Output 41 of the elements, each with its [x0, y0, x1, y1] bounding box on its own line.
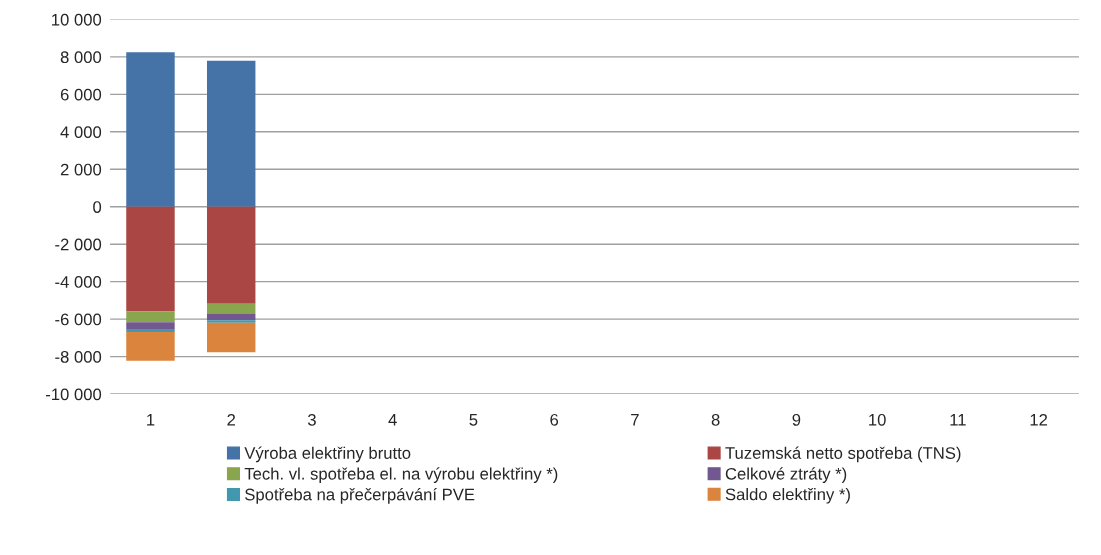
- x-tick-label: 3: [307, 413, 316, 426]
- y-tick-label: 2 000: [60, 163, 102, 176]
- x-tick-label: 6: [550, 413, 559, 426]
- x-tick-label: 2: [227, 413, 236, 426]
- y-tick-label: -4 000: [55, 276, 102, 288]
- y-tick-label: -6 000: [55, 313, 102, 326]
- x-tick-label: 8: [711, 413, 720, 426]
- x-tick-label: 11: [950, 414, 966, 426]
- y-tick-label: 0: [93, 201, 102, 213]
- x-tick-label: 5: [469, 414, 478, 426]
- bar: [126, 206, 175, 312]
- bar: [126, 311, 175, 323]
- bar: [126, 329, 175, 333]
- y-tick-label: 10 000: [52, 13, 102, 26]
- legend-label: Spotřeba na přečerpávání PVE: [245, 487, 475, 504]
- legend-label: Saldo elektřiny *): [725, 487, 850, 504]
- bar: [206, 322, 256, 353]
- y-tick-label: -8 000: [55, 350, 102, 363]
- y-tick-label: -2 000: [55, 238, 102, 251]
- bar: [126, 322, 175, 330]
- legend-label: Tuzemská netto spotřeba (TNS): [725, 446, 961, 463]
- y-tick-label: 4 000: [60, 126, 102, 139]
- bar: [206, 60, 256, 207]
- bar: [126, 332, 175, 361]
- x-tick-label: 9: [792, 413, 801, 426]
- x-tick-label: 4: [388, 414, 397, 426]
- legend-label: Celkové ztráty *): [725, 467, 847, 483]
- legend-label: Tech. vl. spotřeba el. na výrobu elektřiny *): [244, 467, 558, 483]
- y-tick-label: 6 000: [60, 88, 102, 101]
- bar: [206, 206, 256, 304]
- bar: [206, 320, 256, 323]
- x-tick-label: 12: [1030, 413, 1048, 426]
- legend-label: Výroba elektřiny brutto: [244, 446, 411, 463]
- x-tick-label: 10: [869, 413, 886, 426]
- bar: [126, 52, 175, 207]
- y-tick-label: -10 000: [45, 388, 102, 401]
- bar: [206, 313, 256, 321]
- y-tick-label: 8 000: [60, 51, 102, 64]
- x-tick-label: 1: [147, 414, 155, 426]
- x-tick-label: 7: [631, 414, 639, 426]
- bar: [206, 303, 256, 314]
